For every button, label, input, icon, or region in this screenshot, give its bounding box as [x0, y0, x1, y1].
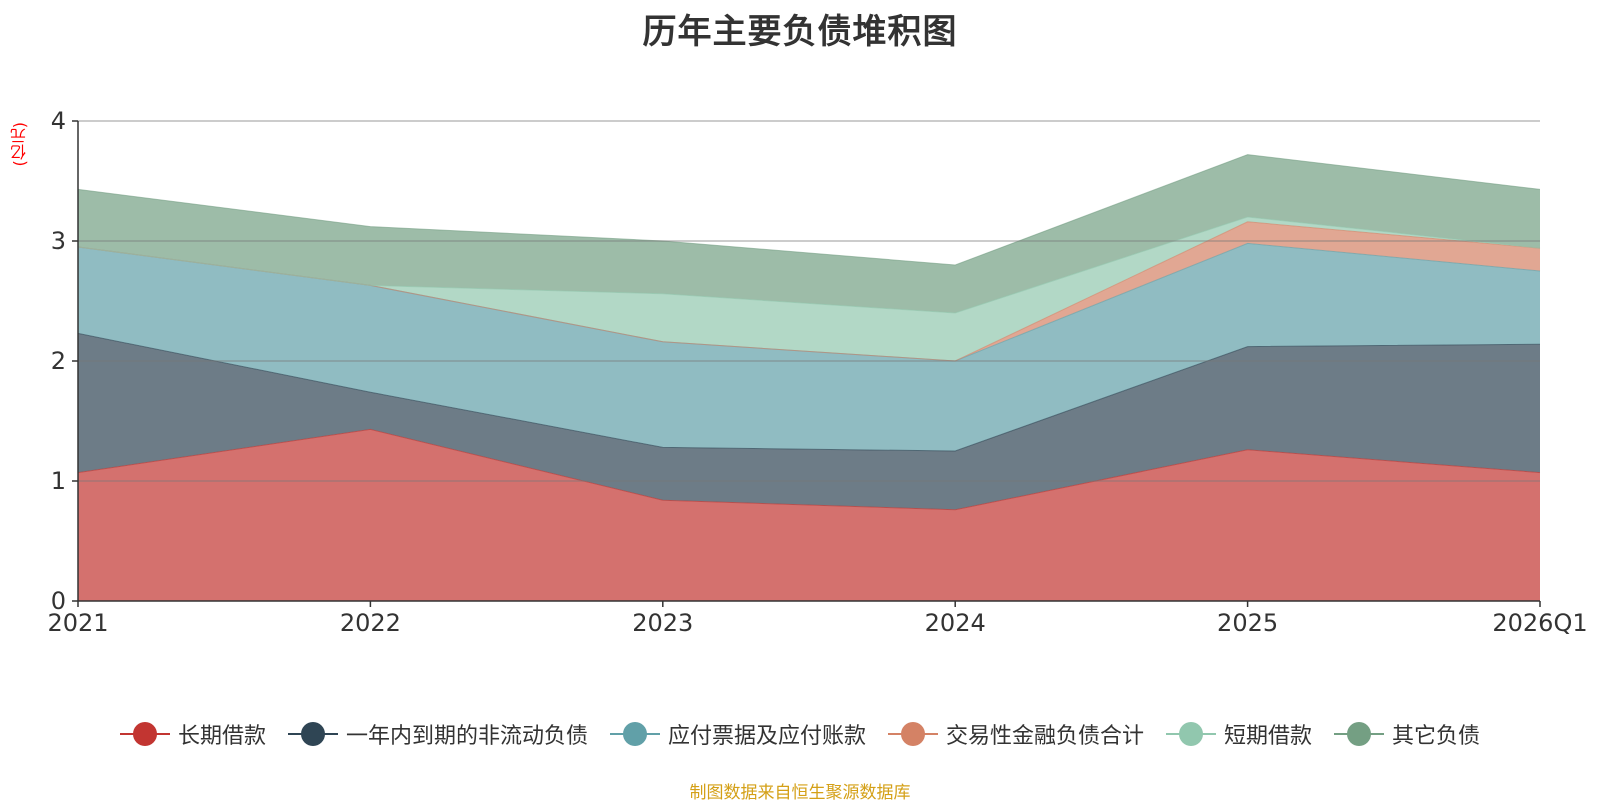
- line-series-6: [77, 154, 1541, 266]
- legend-label: 交易性金融负债合计: [946, 724, 1145, 749]
- legend-item-6[interactable]: 其它负债: [1334, 718, 1480, 750]
- x-tick-label-2022: 2022: [340, 609, 401, 637]
- y-tick-label-3: 3: [51, 227, 66, 255]
- line-series-5: [77, 216, 1541, 314]
- y-tick-label-0: 0: [51, 587, 66, 615]
- x-tick-label-2025: 2025: [1217, 609, 1278, 637]
- legend-item-2[interactable]: 一年内到期的非流动负债: [287, 718, 588, 750]
- data-source-note: 制图数据来自恒生聚源数据库: [689, 783, 911, 803]
- y-tick-label-4: 4: [51, 107, 66, 135]
- legend-label: 应付票据及应付账款: [667, 724, 866, 749]
- area-series-3: [78, 243, 1540, 451]
- legend-marker-icon: [609, 721, 660, 747]
- line-series-2: [77, 332, 1541, 452]
- legend-label: 一年内到期的非流动负债: [345, 724, 588, 749]
- legend-label: 其它负债: [1392, 724, 1481, 749]
- chart-title: 历年主要负债堆积图: [642, 12, 958, 52]
- legend-marker-icon: [888, 721, 938, 747]
- legend-item-1[interactable]: 长期借款: [119, 718, 266, 750]
- legend-marker-icon: [1166, 721, 1217, 747]
- y-tick-label-2: 2: [51, 347, 66, 375]
- x-tick-label-2021: 2021: [47, 609, 108, 637]
- legend-marker-icon: [287, 721, 338, 747]
- legend-label: 长期借款: [177, 724, 266, 749]
- legend-marker-icon: [119, 721, 170, 747]
- legend-item-3[interactable]: 应付票据及应付账款: [609, 718, 866, 750]
- line-series-1: [77, 428, 1541, 511]
- x-tick-label-2023: 2023: [632, 609, 693, 637]
- area-series-1: [78, 429, 1540, 601]
- legend-item-4[interactable]: 交易性金融负债合计: [888, 718, 1144, 750]
- legend-label: 短期借款: [1224, 724, 1313, 749]
- y-tick-label-1: 1: [51, 467, 66, 495]
- x-tick-label-2026Q1: 2026Q1: [1492, 609, 1587, 637]
- legend-item-5[interactable]: 短期借款: [1166, 718, 1312, 750]
- area-series-5: [78, 217, 1540, 361]
- area-series-6: [78, 154, 1540, 313]
- area-series-2: [78, 333, 1540, 510]
- legend-marker-icon: [1334, 721, 1385, 747]
- legend: 长期借款 一年内到期的非流动负债 应付票据及应付账款 交易性金融负债合计 短期借款 其它负…: [0, 718, 1600, 750]
- x-tick-label-2024: 2024: [925, 609, 986, 637]
